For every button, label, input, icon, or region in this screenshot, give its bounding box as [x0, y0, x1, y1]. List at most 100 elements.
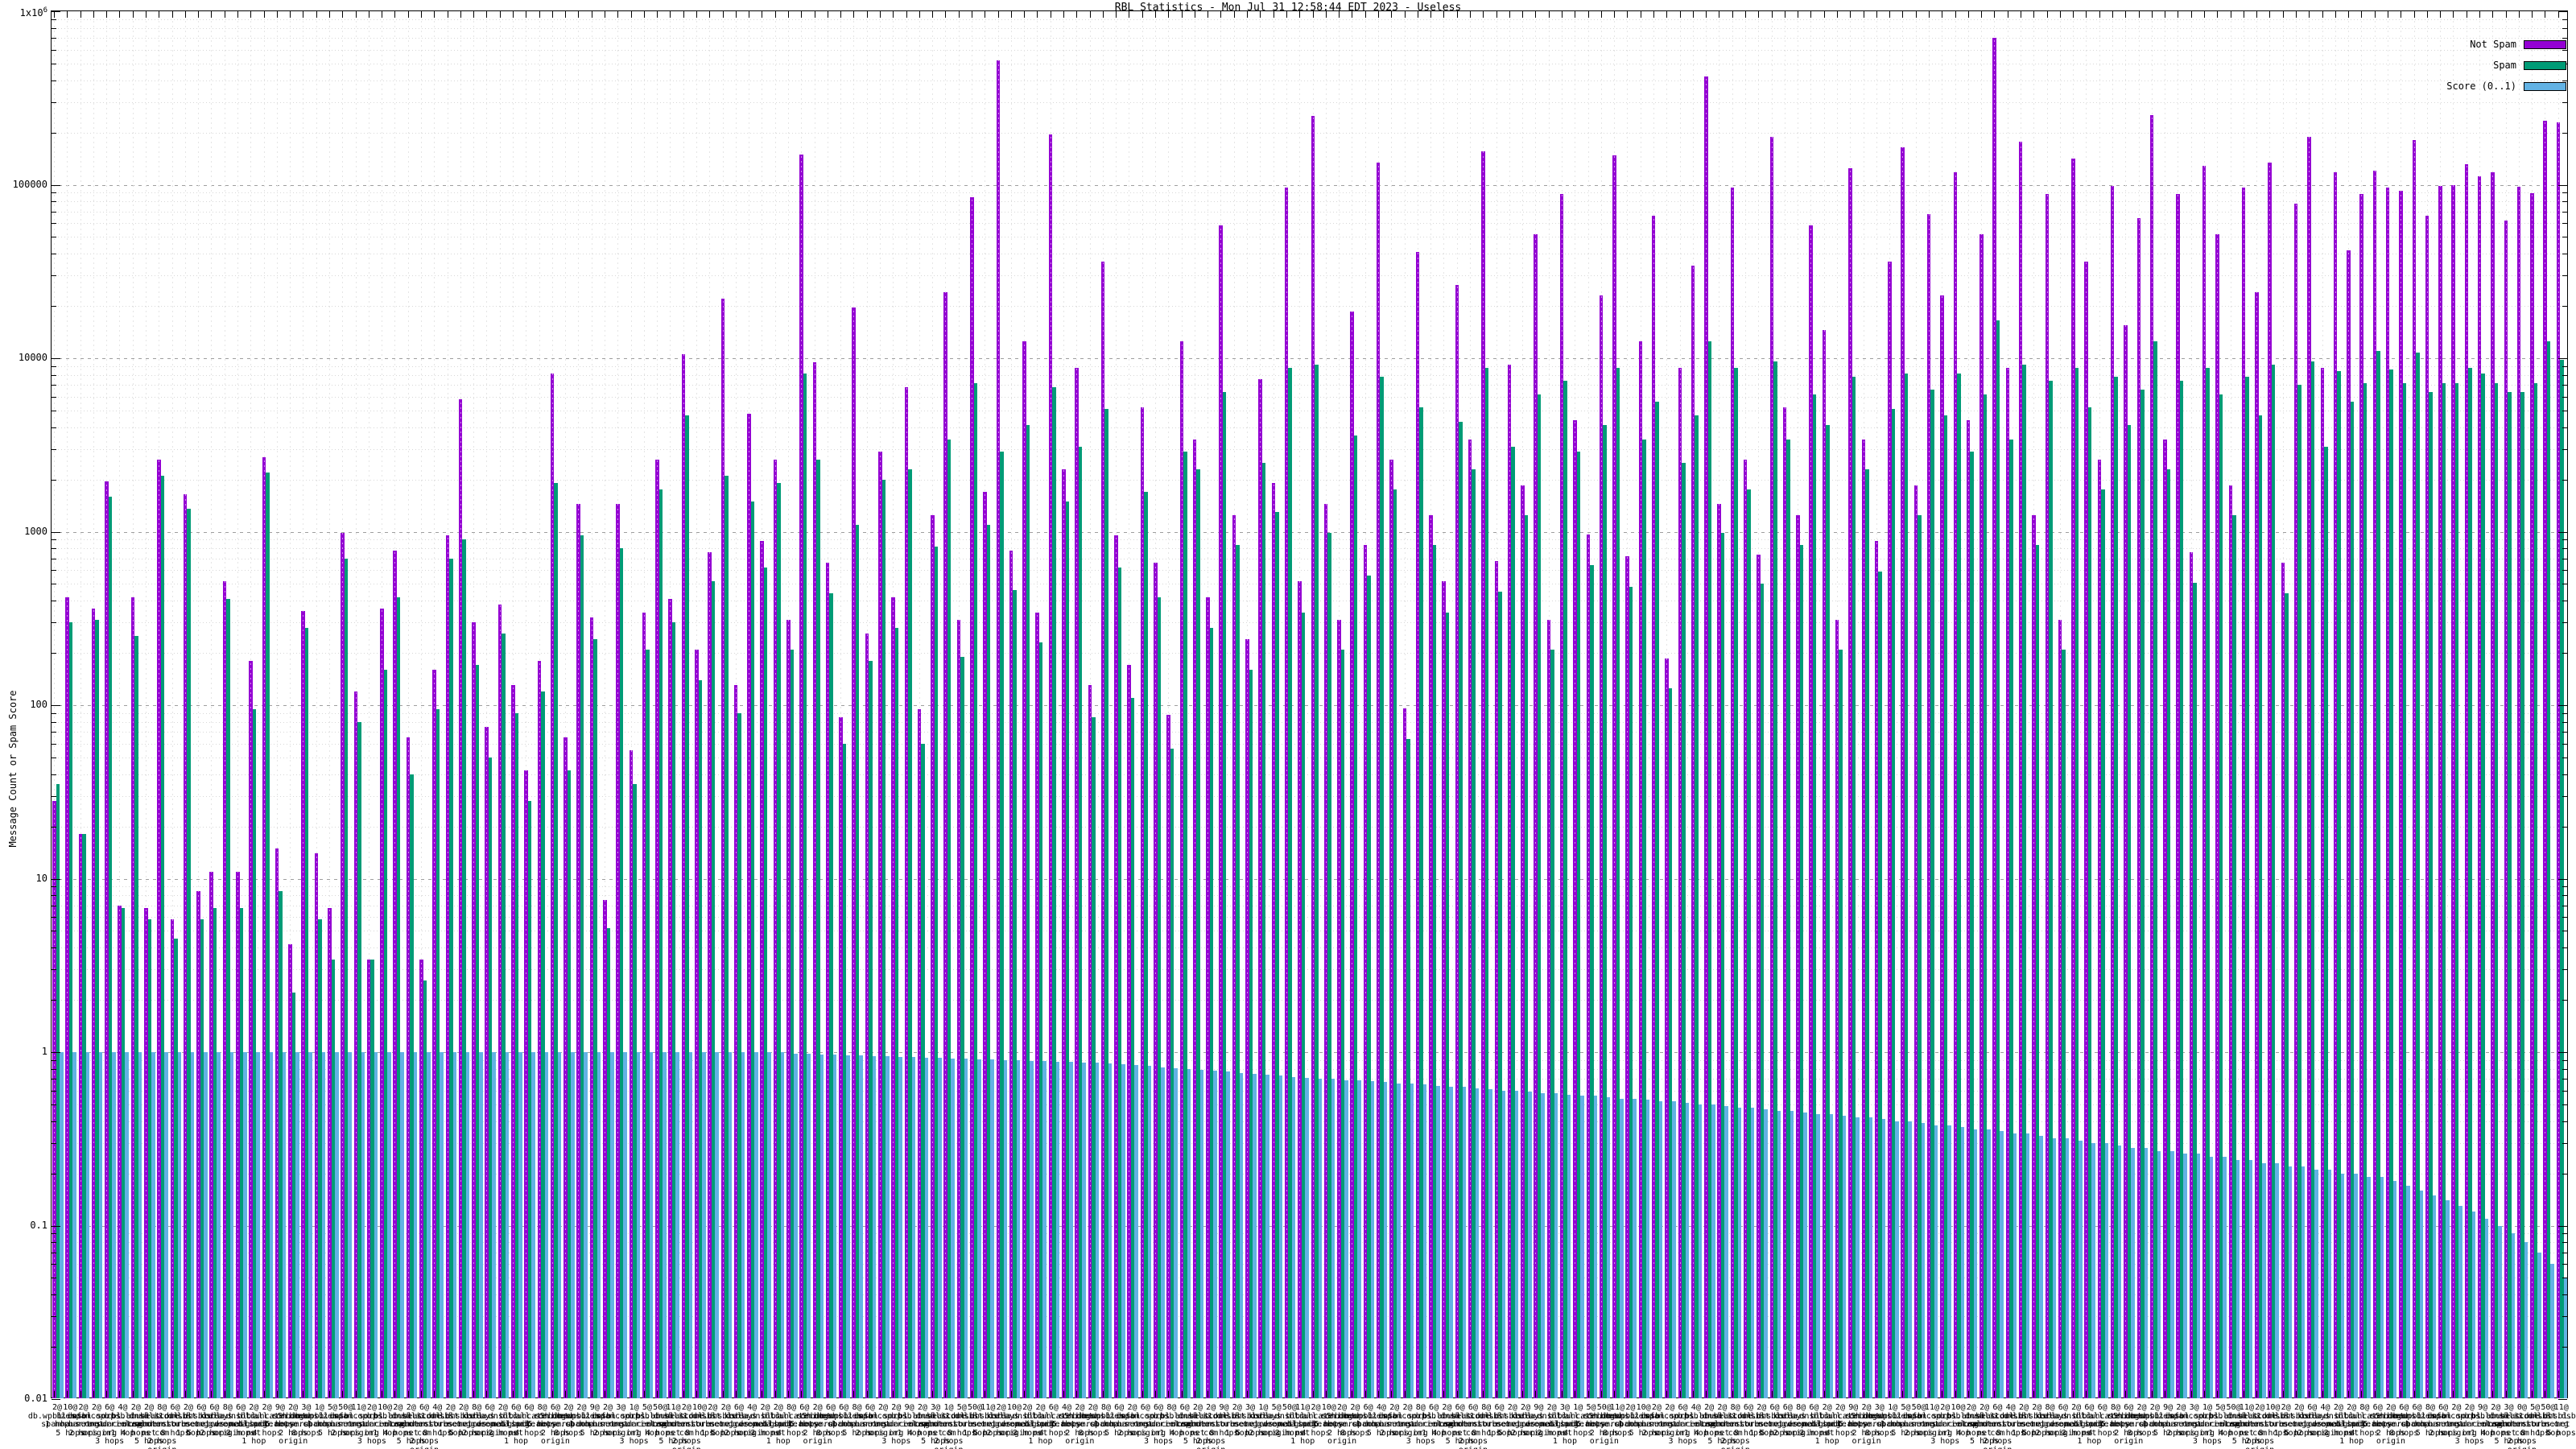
x-tick-label-line: combined. — [2107, 1411, 2151, 1421]
x-tick-label-line: sorbs.net — [1477, 1420, 1521, 1429]
x-tick-label-line: manitu.net — [413, 1420, 462, 1429]
x-tick-label: 50@ dul.dnsbl. sorbs.net 1 hop — [923, 1403, 1027, 1438]
x-tick-bottom — [551, 1391, 553, 1397]
bar-spam — [1327, 533, 1331, 1398]
x-tick-label: 4@ ix.dnsbl. manitu.net 8 hops — [1959, 1403, 2063, 1438]
x-tick-label: 50@ cbl.abuseat. org 4 hops — [2182, 1403, 2286, 1438]
x-tick-top — [1364, 11, 1366, 18]
grid-v-front — [67, 11, 68, 1397]
x-tick-label-line: combined. — [1319, 1411, 1364, 1421]
x-tick-top — [1496, 11, 1497, 18]
bar-score-0-1 — [715, 1052, 719, 1398]
x-tick-label-line: ix.dnsbl. — [2513, 1411, 2557, 1421]
x-tick-label: 6@ korea. services.net 2 hops — [687, 1403, 791, 1438]
bar-score-0-1 — [1829, 1113, 1834, 1398]
bar-spam — [2337, 371, 2341, 1398]
x-tick-label-line: origin — [2207, 1446, 2312, 1449]
bar-spam — [1459, 421, 1463, 1398]
x-tick-label: 6@ bl.spamcop. net 2 hops — [2391, 1403, 2496, 1438]
x-tick-label-line: 8@ — [222, 1403, 233, 1412]
x-tick-label: 11@ dnsbl.sorbs. net origin — [307, 1403, 411, 1438]
x-tick-label-line: 1 hop — [1093, 1420, 1118, 1429]
bar-score-0-1 — [1750, 1107, 1755, 1398]
grid-v-front — [1928, 11, 1930, 1397]
x-tick-label-line: gbudb.net — [1031, 1420, 1075, 1429]
x-tick-label-line: combined. — [1582, 1411, 1626, 1421]
x-tick-label-line: manitu.net — [1199, 1420, 1249, 1429]
bar-spam — [2442, 382, 2446, 1398]
x-tick-label-line: 6@ — [1992, 1403, 2003, 1412]
bar-score-0-1 — [479, 1052, 483, 1398]
x-tick-label: 4@ psbl. surriel.com 1 hop — [1644, 1403, 1748, 1438]
grid-v-front — [906, 11, 907, 1397]
bar-spam — [633, 784, 637, 1398]
y-tick-minor-left — [52, 1316, 56, 1318]
x-tick-label-line: sorbs.net — [691, 1420, 735, 1429]
bar-score-0-1 — [623, 1052, 627, 1398]
x-tick-label: 2@ dnsbl-1. uceprotect. net 5 hops — [359, 1403, 464, 1447]
bar-spam — [1891, 409, 1896, 1398]
bar-spam — [2219, 394, 2223, 1398]
bar-score-0-1 — [1672, 1101, 1676, 1398]
x-tick-label: 3@ dnsbl-1. uceprotect. net 5 hops — [2457, 1403, 2562, 1447]
x-tick-label: 6@ all.s5h.net 5 hops — [2326, 1403, 2430, 1430]
x-tick-label-line: ix.dnsbl. — [2251, 1411, 2295, 1421]
x-tick-bottom — [539, 1391, 540, 1397]
x-tick-top — [1286, 11, 1287, 18]
grid-v-front — [93, 11, 94, 1397]
x-tick-bottom — [774, 1391, 776, 1397]
x-tick-top — [2151, 11, 2153, 18]
y-tick-minor-right — [2562, 743, 2567, 745]
x-tick-top — [945, 11, 947, 18]
x-tick-label-line: uceprotect. — [646, 1420, 700, 1429]
x-tick-top — [1483, 11, 1484, 18]
x-tick-label-line: barracudacentral. — [1379, 1420, 1462, 1429]
grid-minor-h — [52, 223, 2567, 225]
x-tick-label-line: 2@ — [1546, 1403, 1557, 1412]
x-tick-label-line: surriel.com — [358, 1420, 412, 1429]
x-tick-label-line: origin — [2114, 1437, 2144, 1446]
grid-minor-h — [52, 365, 2567, 367]
bar-spam — [1026, 425, 1030, 1398]
x-tick-label-line: senderscore. — [133, 1420, 192, 1429]
x-tick-label-line: manitu.net — [2511, 1420, 2560, 1429]
x-tick-label-line: 8@ — [157, 1403, 167, 1412]
bar-score-0-1 — [413, 1052, 418, 1398]
y-tick-minor-left — [52, 886, 56, 888]
y-tick-major-left — [52, 878, 60, 880]
x-tick-label-line: 2@ — [812, 1403, 823, 1412]
x-tick-label-line: services.net — [2021, 1420, 2079, 1429]
x-tick-label: 6@ list.dsbl. org 5 hops — [149, 1403, 254, 1438]
x-tick-label-line: net — [508, 1428, 524, 1438]
x-tick-label-line: services.net — [1758, 1420, 1817, 1429]
x-tick-top — [513, 11, 514, 18]
bar-spam — [1340, 649, 1345, 1398]
x-tick-label-line: 3 hops — [95, 1437, 125, 1446]
bar-score-0-1 — [85, 1052, 90, 1398]
bar-spam — [1052, 387, 1056, 1398]
bar-spam — [213, 907, 217, 1398]
bar-score-0-1 — [1973, 1129, 1978, 1398]
x-tick-label: 5@ all.s5h.net 5 hops — [1539, 1403, 1644, 1430]
grid-minor-h — [52, 548, 2567, 550]
grid-v-front — [1509, 11, 1510, 1397]
bar-spam — [2022, 364, 2026, 1398]
x-tick-bottom — [1587, 1391, 1589, 1397]
x-tick-bottom — [630, 1391, 632, 1397]
y-tick-minor-left — [52, 38, 56, 39]
x-tick-label: 50@ dul.dnsbl. sorbs.net 1 hop — [2496, 1403, 2576, 1438]
bar-score-0-1 — [1291, 1076, 1296, 1398]
y-tick-minor-left — [52, 365, 56, 367]
bar-spam — [2179, 381, 2184, 1398]
x-tick-label-line: 8 hops — [1209, 1428, 1239, 1438]
bar-score-0-1 — [1187, 1068, 1191, 1398]
y-tick-minor-left — [52, 396, 56, 398]
y-tick-minor-left — [52, 732, 56, 733]
y-tick-minor-left — [52, 448, 56, 450]
x-tick-label-line: bogons. — [813, 1411, 848, 1421]
x-tick-label: 5@ relays.bl. gweep.ca origin — [1224, 1403, 1329, 1438]
bar-spam — [1682, 462, 1686, 1398]
x-tick-bottom — [1522, 1391, 1524, 1397]
x-tick-bottom — [290, 1391, 291, 1397]
